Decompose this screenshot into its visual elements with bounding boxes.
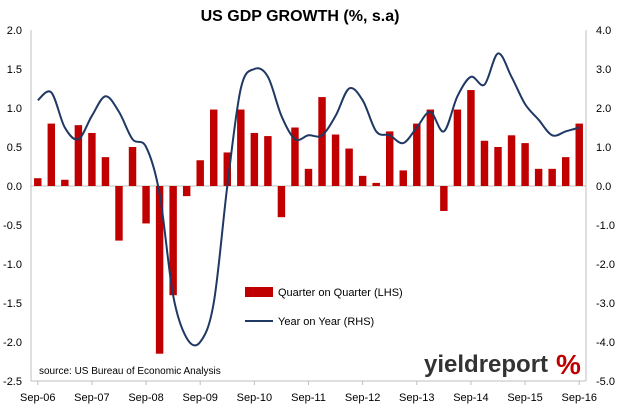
x-tick-label: Sep-11 [291,392,326,404]
qoq-bar [480,140,489,186]
qoq-bar [142,186,150,224]
qoq-bar [440,186,448,211]
qoq-bar [169,186,177,296]
qoq-bars [34,90,583,354]
qoq-bar [494,147,502,186]
left-tick-label: 0.5 [7,142,22,154]
qoq-bar [575,123,583,186]
right-tick-label: 4.0 [596,25,611,37]
x-tick-label: Sep-13 [399,392,434,404]
right-tick-label: 0.0 [596,181,611,193]
qoq-bar [88,132,96,186]
qoq-bar [237,109,245,186]
legend: Quarter on Quarter (LHS) Year on Year (R… [245,287,403,328]
right-tick-label: 1.0 [596,142,611,154]
source-note: source: US Bureau of Economic Analysis [39,366,221,377]
right-tick-label: 2.0 [596,103,611,115]
qoq-bar [534,168,543,186]
x-axis: Sep-06 Sep-07 Sep-08 Sep-09 Sep-10 Sep-11 Sep-… [20,381,597,404]
x-tick-label: Sep-15 [507,392,542,404]
right-axis: 4.0 3.0 2.0 1.0 0.0 -1.0 -2.0 -3.0 -4.0 -5.0 [596,25,615,388]
right-tick-label: -4.0 [596,337,615,349]
qoq-bar [223,152,232,186]
left-tick-label: -0.5 [3,220,22,232]
x-tick-label: Sep-10 [237,392,272,404]
qoq-bar [182,186,191,197]
qoq-bar [47,123,56,186]
qoq-bar [521,143,529,186]
right-tick-label: 3.0 [596,64,611,76]
qoq-bar [399,170,407,186]
right-tick-label: -5.0 [596,376,615,388]
qoq-bar [155,186,164,354]
yoy-line [37,52,580,347]
chart-title: US GDP GROWTH (%, s.a) [201,8,400,25]
qoq-bar [358,175,367,186]
qoq-bar [61,179,69,186]
qoq-bar [304,168,313,186]
legend-label-yoy: Year on Year (RHS) [278,316,374,328]
x-tick-label: Sep-16 [561,392,596,404]
left-tick-label: -1.5 [3,298,22,310]
qoq-bar [101,157,110,186]
left-tick-label: -2.0 [3,337,22,349]
qoq-bar [277,186,286,218]
left-tick-label: 1.5 [7,64,22,76]
qoq-bar [196,160,204,186]
x-tick-label: Sep-14 [453,392,488,404]
legend-label-qoq: Quarter on Quarter (LHS) [278,287,403,299]
x-tick-label: Sep-07 [74,392,109,404]
qoq-bar [345,148,353,186]
qoq-bar [453,109,462,186]
x-tick-label: Sep-06 [20,392,55,404]
qoq-bar [250,132,259,186]
qoq-bar [291,127,299,186]
qoq-bar [413,123,421,186]
x-tick-label: Sep-12 [345,392,380,404]
qoq-bar [34,178,42,186]
right-tick-label: -1.0 [596,220,615,232]
brand-name: yieldreport [424,351,548,378]
x-tick-label: Sep-09 [182,392,217,404]
left-axis: 2.0 1.5 1.0 0.5 0.0 -0.5 -1.0 -1.5 -2.0 -2.5 [3,25,22,388]
left-tick-label: 0.0 [7,181,22,193]
right-tick-label: -2.0 [596,259,615,271]
x-tick-label: Sep-08 [128,392,163,404]
qoq-bar [115,186,123,241]
qoq-bar [372,182,380,186]
left-tick-label: 1.0 [7,103,22,115]
qoq-bar [426,109,435,186]
qoq-bar [548,168,556,186]
left-tick-label: 2.0 [7,25,22,37]
brand-percent-icon: % [556,349,581,380]
qoq-bar [385,131,394,186]
qoq-bar [467,90,475,186]
right-tick-label: -3.0 [596,298,615,310]
qoq-bar [318,97,326,186]
qoq-bar [507,135,516,186]
legend-swatch-qoq [245,287,273,297]
qoq-bar [128,147,137,186]
left-tick-label: -1.0 [3,259,22,271]
left-tick-label: -2.5 [3,376,22,388]
brand-logo: yieldreport % [424,349,581,380]
qoq-bar [74,125,83,186]
qoq-bar [264,136,272,186]
qoq-bar [561,157,570,186]
qoq-bar [331,134,340,186]
qoq-bar [210,109,218,186]
